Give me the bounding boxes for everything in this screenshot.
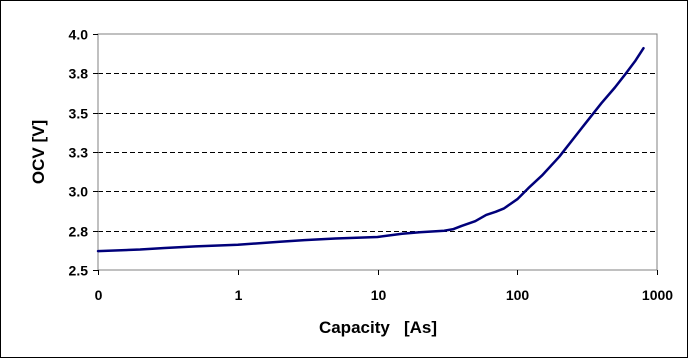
- x-axis-title: Capacity [As]: [319, 318, 437, 337]
- x-tick-label: 1000: [642, 287, 673, 303]
- y-tick-label: 2.5: [69, 263, 89, 279]
- x-tick-label: 100: [506, 287, 530, 303]
- y-tick-label: 4.0: [69, 27, 89, 43]
- x-tick-label: 0: [95, 287, 103, 303]
- x-tick-label: 10: [371, 287, 387, 303]
- y-tick-label: 3.8: [69, 66, 89, 82]
- y-tick-label: 3.3: [69, 145, 89, 161]
- y-axis-title: OCV [V]: [29, 120, 48, 184]
- y-tick-label: 2.8: [69, 224, 89, 240]
- ocv-series-line: [96, 46, 645, 253]
- x-tick-label: 1: [235, 287, 243, 303]
- y-tick-label: 3.0: [69, 184, 89, 200]
- y-tick-label: 3.5: [69, 106, 89, 122]
